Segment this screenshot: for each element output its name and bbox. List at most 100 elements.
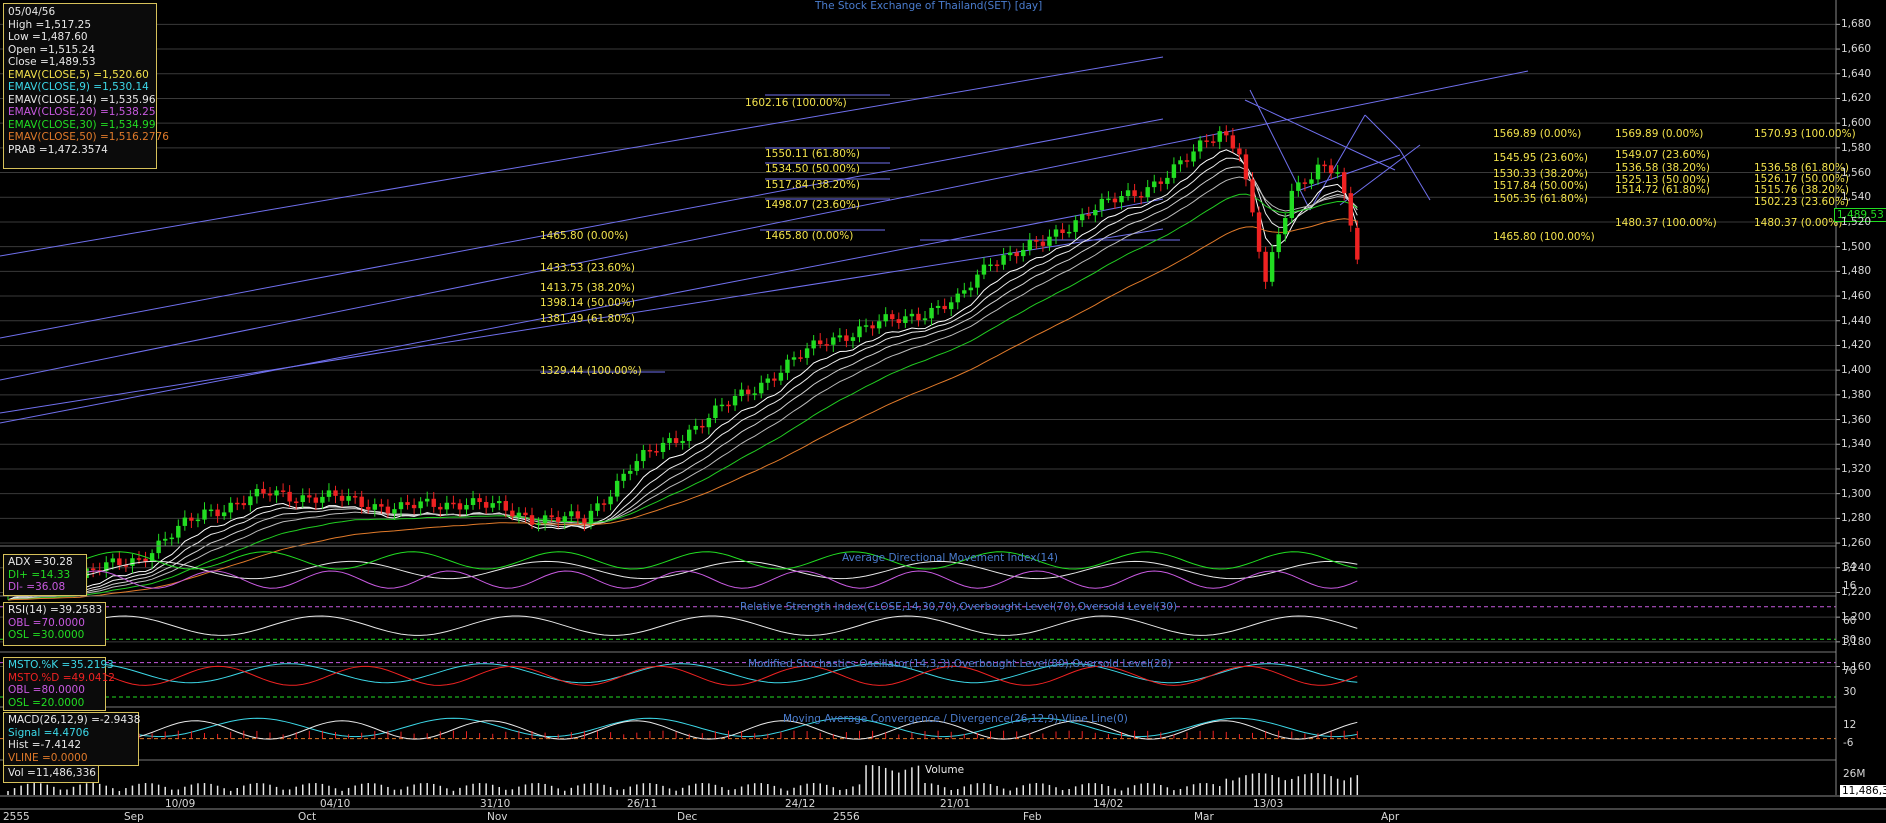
candle-body — [726, 404, 731, 407]
price-tick-label: 1,260 — [1841, 537, 1872, 550]
fib-label: 1480.37 (0.00%) — [1754, 217, 1843, 229]
trendline — [0, 56, 1164, 257]
fib-label: 1505.35 (61.80%) — [1493, 193, 1588, 205]
candle-body — [438, 506, 443, 510]
msto-d-value: MSTO.%D =49.0412 — [8, 671, 115, 684]
fib-label: 1465.80 (100.00%) — [1493, 231, 1595, 243]
ema-lines — [7, 149, 1358, 601]
candle-body — [981, 264, 987, 275]
fib-label: 1545.95 (23.60%) — [1493, 152, 1588, 164]
candle-body — [1158, 181, 1163, 184]
candle-body — [1021, 249, 1026, 257]
candle-body — [444, 502, 450, 510]
candle-body — [588, 510, 594, 524]
candle-body — [1034, 240, 1039, 242]
fib-label: 1569.89 (0.00%) — [1493, 128, 1582, 140]
candle-body — [1027, 240, 1032, 250]
adx-info-box: ADX =30.28 DI+ =14.33 DI- =36.08 — [3, 554, 87, 596]
candle-body — [883, 314, 888, 322]
candle-body — [556, 517, 561, 522]
price-tick-label: 1,360 — [1841, 413, 1872, 426]
fib-label: 1550.11 (61.80%) — [765, 148, 860, 160]
x-month-label: 2556 — [833, 811, 860, 823]
candle-body — [870, 325, 875, 329]
candle-body — [1309, 179, 1314, 184]
candle-body — [700, 425, 705, 428]
adx-ytick: 16 — [1843, 580, 1857, 592]
candle-body — [1184, 160, 1190, 162]
price-tick-label: 1,680 — [1841, 18, 1872, 31]
candle-body — [405, 502, 410, 505]
macd-hist-value: Hist =-7.4142 — [8, 739, 82, 751]
candle-body — [706, 418, 712, 428]
fib-label: 1329.44 (100.00%) — [540, 365, 642, 377]
candle-body — [1119, 196, 1124, 203]
fib-label: 1536.58 (38.20%) — [1615, 162, 1710, 174]
fib-label: 1525.13 (50.00%) — [1615, 174, 1710, 186]
ohlc-info-box: 05/04/56 High =1,517.25 Low =1,487.60 Op… — [3, 3, 169, 169]
ema30-line — [7, 193, 1358, 601]
msto-obl-value: OBL =80.0000 — [8, 684, 85, 696]
candle-body — [968, 287, 974, 291]
fib-label: 1536.58 (61.80%) — [1754, 162, 1849, 174]
last-price-tag: 1,489.53 — [1834, 208, 1886, 222]
ema20-line — [7, 176, 1358, 601]
trendline — [1299, 154, 1401, 191]
fib-label: 1498.07 (23.60%) — [765, 199, 860, 211]
volume-value: Vol =11,486,336 — [8, 767, 96, 779]
candle-body — [1269, 252, 1275, 282]
fib-label: 1465.80 (0.00%) — [540, 230, 629, 242]
price-tick-label: 1,540 — [1841, 191, 1872, 204]
candle-body — [104, 562, 109, 572]
candle-body — [457, 503, 463, 510]
price-tick-label: 1,180 — [1841, 635, 1872, 648]
ema50-line — [7, 218, 1358, 601]
candle-body — [411, 504, 417, 509]
candle-body — [490, 503, 495, 508]
trendline — [0, 70, 1529, 381]
candle-body — [988, 264, 993, 267]
price-tick-label: 1,600 — [1841, 117, 1872, 130]
fib-label: 1502.23 (23.60%) — [1754, 196, 1849, 208]
candle-body — [1093, 209, 1098, 216]
candle-body — [582, 518, 587, 524]
candle-body — [916, 313, 921, 321]
x-month-label: Oct — [298, 811, 317, 823]
candle-body — [221, 512, 227, 517]
x-date-label: 26/11 — [627, 798, 658, 810]
candle-body — [654, 451, 659, 453]
candle-body — [464, 504, 469, 510]
candle-body — [1047, 236, 1052, 246]
adx-panel-line — [7, 560, 1358, 580]
candle-body — [1283, 217, 1288, 235]
candle-body — [208, 509, 214, 512]
candle-body — [523, 512, 528, 516]
candle-body — [300, 495, 305, 503]
candle-body — [241, 503, 246, 506]
rsi-obl-value: OBL =70.0000 — [8, 616, 85, 629]
price-tick-label: 1,620 — [1841, 92, 1872, 105]
candle-body — [359, 496, 364, 507]
candle-body — [759, 382, 764, 394]
indicator-panels — [0, 545, 1836, 795]
candle-body — [477, 498, 482, 503]
candle-body — [536, 523, 541, 525]
candle-body — [1230, 135, 1236, 149]
candle-body — [949, 302, 954, 310]
candle-body — [392, 509, 397, 514]
candle-body — [1165, 177, 1170, 184]
candle-body — [798, 357, 803, 359]
msto-ytick: 30 — [1843, 686, 1857, 698]
candle-body — [569, 511, 574, 517]
x-month-label: Mar — [1194, 811, 1214, 823]
candle-body — [202, 509, 207, 520]
candle-body — [608, 496, 613, 505]
price-tick-label: 1,580 — [1841, 141, 1872, 154]
candle-body — [1073, 220, 1078, 232]
candle-body — [824, 344, 829, 346]
price-gridlines — [0, 23, 1836, 668]
info-close: Close =1,489.53 — [8, 56, 96, 68]
candle-body — [1296, 182, 1301, 191]
candle-body — [483, 502, 489, 508]
